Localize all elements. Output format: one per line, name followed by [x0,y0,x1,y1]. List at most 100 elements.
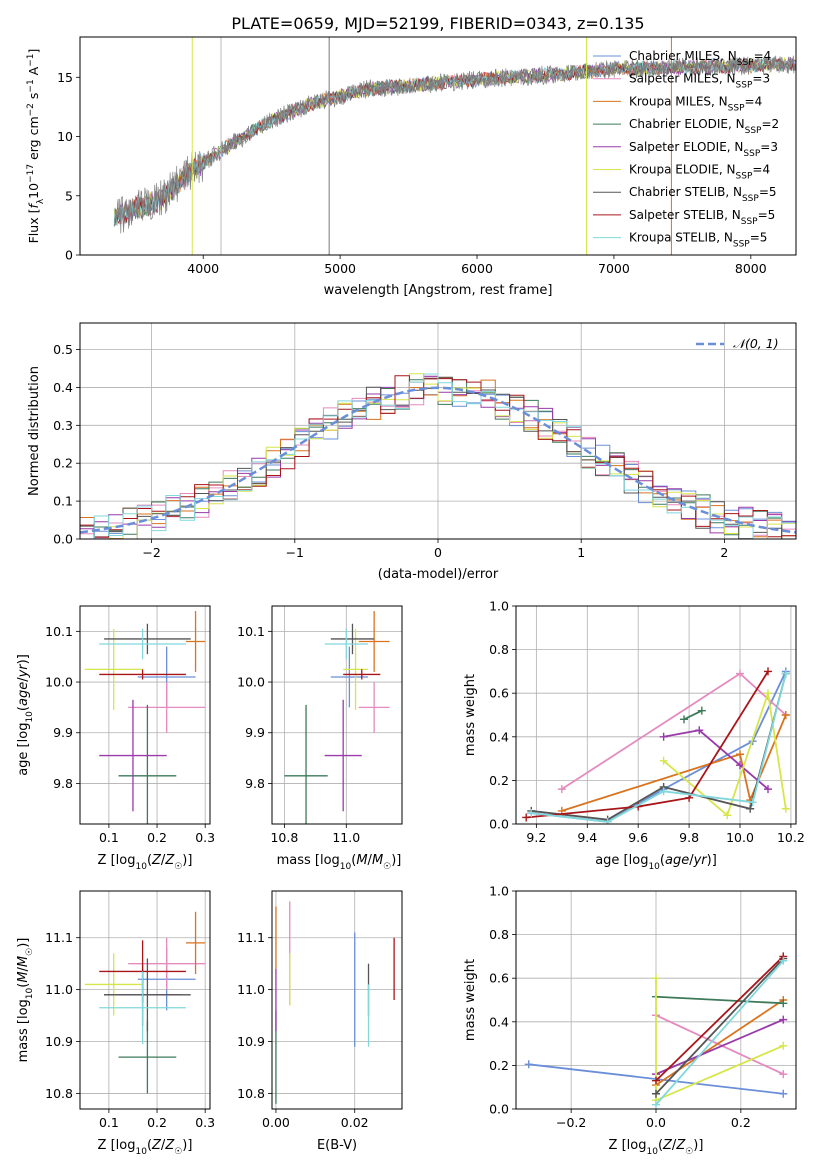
weight-marker [652,974,660,983]
legend-label: 𝒩(0, 1) [733,336,779,351]
y-axis-label: mass weight [463,959,478,1041]
data-point [128,937,206,990]
histogram-step [80,373,796,539]
data-point [358,611,390,672]
data-point [185,911,206,975]
y-axis-label: Flux [fλ10−17 erg cm−2 s−1 A−1] [26,49,46,244]
x-tick-label: 9.6 [628,830,648,845]
weight-marker [659,787,668,796]
axes-mass-vs-Z: 0.1 0.2 0.3 10.8 10.9 11.0 11.1 Z [log10(Z/Z☉)]… [16,890,215,1157]
y-tick-label: 9.8 [245,776,265,791]
y-tick-label: 0.0 [489,817,509,832]
data-point [324,628,368,660]
data-point [118,704,177,824]
axes-frame [515,605,797,825]
x-axis-label: Z [log10(Z/Z☉)] [98,853,193,872]
y-tick-label: 10.1 [45,624,73,639]
axes-residuals: −2 −1 0 1 2 0.0 0.1 0.2 0.3 0.4 0.5 𝒩(0, 1) (data-mo… [27,322,797,582]
plot-area [84,911,206,1094]
axes-weight-vs-age: 9.2 9.4 9.6 9.8 10.0 10.2 0.0 0.2 0.4 0.6 0.8 1.0 ag… [463,599,805,873]
weight-marker [781,669,790,678]
weight-marker [748,798,757,807]
legend-label: Salpeter ELODIE, NSSP=3 [629,140,778,159]
x-tick-label: 9.8 [679,830,699,845]
legend-label: Chabrier MILES, NSSP=4 [629,49,771,68]
legend: Chabrier MILES, NSSP=4 Salpeter MILES, NS… [593,49,779,250]
data-point [99,628,186,660]
y-axis-label: Normed distribution [27,366,42,496]
x-tick-label: 0.0 [646,1115,666,1130]
x-axis-label: mass [log10(M/M☉)] [277,853,402,872]
x-tick-label: 0 [434,545,442,560]
y-tick-label: 10.9 [237,1034,265,1049]
y-tick-label: 9.9 [53,725,73,740]
weight-marker [764,689,772,698]
x-tick-label: 6000 [461,261,493,276]
y-tick-label: 0.8 [489,927,509,942]
y-tick-label: 0.3 [53,418,73,433]
x-tick-label: 2 [720,545,728,560]
axes-spectrum: 4000 5000 6000 7000 8000 0 5 10 15 wavelength [An… [26,36,797,298]
weight-marker [695,726,704,735]
y-tick-label: 0.0 [489,1102,509,1117]
weight-line [655,957,784,1095]
y-tick-label: 10.8 [237,1086,265,1101]
y-tick-label: 5 [65,188,73,203]
x-tick-label: 11.0 [332,830,360,845]
axes-weight-vs-Z: −0.2 0.0 0.2 0.0 0.2 0.4 0.6 0.8 1.0 Z [log10(Z/Z… [463,884,797,1157]
axes-mass-vs-EBV: 0.00 0.02 10.8 10.9 11.0 11.1 E(B-V) [237,890,403,1153]
legend-label: Chabrier STELIB, NSSP=5 [629,185,777,204]
data-point [104,958,191,1032]
y-tick-label: 0.6 [489,686,509,701]
plot-area [522,667,790,824]
weight-marker [603,817,612,824]
x-tick-label: 9.2 [526,830,546,845]
x-axis-label: Z [log10(Z/Z☉)] [98,1138,193,1157]
weight-marker [652,1100,660,1109]
plot-area [84,611,206,824]
data-point [84,628,143,710]
y-tick-label: 0.4 [489,1014,509,1029]
axes-age-vs-Z: 0.1 0.2 0.3 9.8 9.9 10.0 10.1 Z [log10(Z/Z☉)] ag… [16,605,215,872]
weight-line [683,709,703,721]
weight-marker [781,804,790,813]
y-tick-label: 11.1 [237,930,265,945]
weight-line [655,960,784,1106]
weight-marker [527,809,536,818]
x-tick-label: 10.2 [777,830,805,845]
plot-area [524,952,788,1109]
x-tick-label: 7000 [598,261,630,276]
data-point [99,971,186,1045]
y-tick-label: 11.0 [45,982,73,997]
data-point [284,704,328,824]
weight-marker [723,811,732,820]
legend-label: Chabrier ELODIE, NSSP=2 [629,117,779,136]
y-tick-label: 10.9 [45,1034,73,1049]
weight-marker [779,999,788,1008]
axes-frame [79,605,211,825]
x-tick-label: −0.2 [556,1115,586,1130]
x-tick-label: 0.2 [731,1115,751,1130]
weight-marker [779,1089,788,1098]
y-tick-label: 0.6 [489,971,509,986]
data-point [330,623,375,655]
y-tick-label: 10 [57,129,73,144]
weight-marker [652,1076,660,1085]
weight-marker [779,1015,788,1024]
x-tick-label: 0.02 [341,1115,369,1130]
y-axis-label: mass weight [463,674,478,756]
observed-spectrum [113,55,796,234]
y-tick-label: 9.9 [245,725,265,740]
axes-frame [79,36,797,256]
x-axis-label: age [log10(age/yr)] [595,853,717,872]
y-tick-label: 0 [65,248,73,263]
weight-marker [779,956,788,965]
data-point [99,669,186,680]
figure-title: PLATE=0659, MJD=52199, FIBERID=0343, z=0… [231,14,644,33]
weight-line [655,1014,784,1075]
weight-line [561,714,787,812]
weight-line [655,995,784,1005]
y-tick-label: 10.8 [45,1086,73,1101]
weight-marker [522,813,531,822]
